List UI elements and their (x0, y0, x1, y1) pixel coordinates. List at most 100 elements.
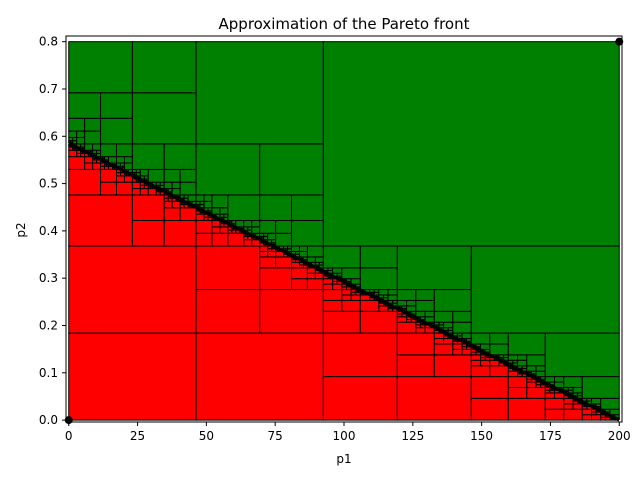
feasible-region (195, 194, 205, 202)
feasible-region (378, 289, 389, 296)
infeasible-region (359, 294, 371, 301)
infeasible-region (195, 219, 213, 234)
feasible-region (179, 168, 197, 183)
infeasible-region (452, 348, 463, 356)
feasible-region (227, 194, 261, 221)
x-tick-label: 200 (608, 429, 631, 443)
infeasible-region (572, 403, 583, 410)
infeasible-region (68, 332, 197, 421)
infeasible-region (219, 226, 229, 234)
infeasible-region (291, 278, 308, 291)
feasible-region (443, 321, 454, 329)
feasible-region (526, 365, 537, 372)
infeasible-region (526, 386, 546, 399)
feasible-region (415, 299, 435, 312)
infeasible-region (68, 156, 86, 170)
feasible-region (489, 332, 509, 345)
infeasible-region (163, 219, 197, 247)
infeasible-region (259, 267, 293, 291)
feasible-region (415, 310, 426, 318)
feasible-region (131, 41, 197, 94)
feasible-region (359, 267, 398, 291)
infeasible-region (341, 289, 352, 296)
infeasible-region (322, 278, 334, 285)
infeasible-region (378, 305, 389, 312)
infeasible-region (195, 213, 205, 221)
feasible-region (235, 219, 245, 228)
feasible-region (203, 194, 213, 202)
feasible-region (147, 168, 165, 183)
x-tick-label: 50 (199, 429, 214, 443)
feasible-region (332, 267, 343, 274)
feasible-region (507, 332, 546, 356)
y-tick-label: 0.0 (39, 413, 58, 427)
x-tick-label: 175 (539, 429, 562, 443)
feasible-region (306, 256, 316, 263)
infeasible-region (211, 219, 221, 228)
feasible-region (298, 245, 308, 252)
infeasible-region (544, 408, 565, 421)
region-rectangles (68, 41, 620, 422)
feasible-region (424, 316, 435, 323)
feasible-region (396, 299, 408, 307)
feasible-region (211, 207, 221, 215)
infeasible-region (563, 397, 574, 405)
feasible-region (433, 310, 454, 323)
infeasible-region (507, 386, 528, 399)
infeasible-region (452, 343, 463, 350)
feasible-region (84, 130, 102, 145)
infeasible-region (554, 392, 565, 399)
infeasible-region (68, 168, 102, 196)
infeasible-region (139, 188, 149, 196)
feasible-region (406, 305, 417, 312)
feasible-region (171, 181, 181, 190)
y-tick-label: 0.1 (39, 366, 58, 380)
infeasible-region (581, 414, 593, 421)
infeasible-region (227, 232, 245, 247)
feasible-region (243, 219, 253, 228)
infeasible-region (424, 327, 435, 334)
infeasible-region (322, 299, 343, 312)
feasible-region (535, 365, 546, 372)
feasible-region (433, 289, 472, 312)
y-tick-label: 0.2 (39, 319, 58, 333)
infeasible-region (322, 283, 334, 291)
feasible-region (291, 245, 300, 252)
infeasible-region (211, 232, 229, 247)
feasible-region (115, 156, 125, 164)
infeasible-region (171, 200, 181, 209)
feasible-region (123, 156, 133, 164)
y-axis: 0.0 0.1 0.2 0.3 0.4 0.5 0.6 0.7 0.8 (39, 35, 66, 427)
infeasible-region (267, 250, 277, 258)
feasible-region (203, 200, 213, 209)
infeasible-region (359, 299, 380, 312)
infeasible-region (470, 365, 491, 378)
infeasible-region (195, 289, 261, 334)
y-tick-label: 0.3 (39, 271, 58, 285)
feasible-region (84, 143, 94, 151)
feasible-region (211, 194, 229, 209)
infeasible-region (243, 239, 253, 247)
y-tick-label: 0.7 (39, 82, 58, 96)
feasible-region (195, 143, 261, 196)
feasible-region (415, 289, 435, 301)
feasible-region (517, 354, 528, 361)
infeasible-region (507, 397, 546, 421)
corner-point-1 (615, 37, 624, 46)
feasible-region (350, 278, 361, 285)
feasible-region (68, 117, 86, 132)
infeasible-region (195, 332, 324, 421)
feasible-region (68, 92, 102, 119)
feasible-region (470, 245, 620, 334)
feasible-region (544, 376, 556, 383)
infeasible-region (480, 359, 491, 367)
infeasible-region (291, 267, 308, 280)
feasible-region (544, 332, 620, 378)
feasible-region (387, 289, 398, 296)
infeasible-region (275, 256, 293, 269)
feasible-region (195, 41, 324, 145)
feasible-region (163, 168, 181, 183)
y-tick-label: 0.8 (39, 35, 58, 49)
feasible-region (291, 219, 324, 247)
